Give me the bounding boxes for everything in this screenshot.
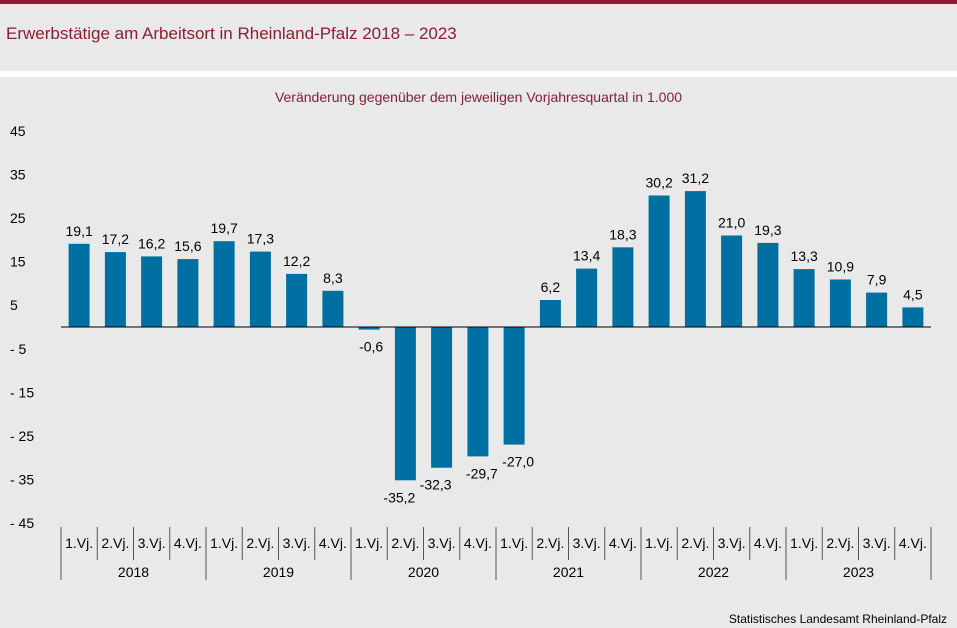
y-tick-label: 35: [10, 167, 26, 183]
x-tick-label: 2.Vj.: [536, 535, 564, 551]
x-group-label: 2018: [118, 564, 149, 580]
data-label: 17,3: [247, 231, 274, 247]
data-label: -0,6: [359, 339, 383, 355]
data-label: 12,2: [283, 253, 310, 269]
x-tick-label: 1.Vj.: [500, 535, 528, 551]
x-tick-label: 4.Vj.: [609, 535, 637, 551]
x-tick-label: 2.Vj.: [681, 535, 709, 551]
chart-subtitle: Veränderung gegenüber dem jeweiligen Vor…: [274, 89, 683, 105]
data-label: -35,2: [383, 489, 415, 505]
x-tick-label: 4.Vj.: [464, 535, 492, 551]
data-label: 6,2: [541, 279, 561, 295]
bar: [431, 327, 453, 468]
bar: [539, 300, 561, 327]
x-tick-label: 3.Vj.: [138, 535, 166, 551]
bar: [829, 279, 851, 327]
page-title: Erwerbstätige am Arbeitsort in Rheinland…: [6, 24, 457, 43]
data-label: 13,4: [573, 248, 600, 264]
bar: [68, 243, 90, 327]
y-tick-label: - 15: [10, 384, 34, 400]
bar: [286, 273, 308, 327]
bar: [104, 252, 126, 327]
bar: [612, 247, 634, 327]
data-label: -32,3: [420, 477, 452, 493]
x-tick-label: 3.Vj.: [863, 535, 891, 551]
data-label: 4,5: [903, 286, 923, 302]
x-group-label: 2019: [263, 564, 294, 580]
data-label: 19,7: [211, 220, 238, 236]
bar: [249, 251, 271, 327]
data-label: 19,1: [66, 223, 93, 239]
x-tick-label: 2.Vj.: [391, 535, 419, 551]
x-tick-label: 2.Vj.: [101, 535, 129, 551]
x-group-label: 2020: [408, 564, 439, 580]
y-tick-label: 25: [10, 210, 26, 226]
bar: [141, 256, 163, 327]
data-label: 7,9: [867, 272, 887, 288]
bar: [503, 327, 525, 445]
x-tick-label: 4.Vj.: [174, 535, 202, 551]
x-tick-label: 4.Vj.: [319, 535, 347, 551]
y-tick-label: 45: [10, 123, 26, 139]
bar: [358, 327, 380, 330]
x-tick-label: 1.Vj.: [645, 535, 673, 551]
data-label: 17,2: [102, 231, 129, 247]
x-group-label: 2023: [843, 564, 874, 580]
x-tick-label: 2.Vj.: [246, 535, 274, 551]
bar: [866, 292, 888, 327]
bar: [467, 327, 489, 457]
x-tick-label: 3.Vj.: [718, 535, 746, 551]
top-accent-bar: [0, 0, 957, 4]
y-tick-label: - 45: [10, 515, 34, 531]
data-label: 13,3: [791, 248, 818, 264]
data-label: 21,0: [718, 215, 745, 231]
y-tick-label: 15: [10, 254, 26, 270]
x-tick-label: 1.Vj.: [65, 535, 93, 551]
data-label: 31,2: [682, 170, 709, 186]
x-tick-label: 3.Vj.: [283, 535, 311, 551]
x-tick-label: 3.Vj.: [428, 535, 456, 551]
x-tick-label: 4.Vj.: [754, 535, 782, 551]
x-tick-label: 1.Vj.: [355, 535, 383, 551]
bar: [177, 259, 199, 327]
bar: [394, 327, 416, 481]
data-label: 19,3: [754, 222, 781, 238]
data-label: 16,2: [138, 235, 165, 251]
bar: [576, 268, 598, 327]
data-label: 8,3: [323, 270, 343, 286]
source-note: Statistisches Landesamt Rheinland-Pfalz: [728, 612, 947, 626]
bar: [902, 307, 924, 327]
data-label: -27,0: [502, 454, 534, 470]
bar: [684, 191, 706, 327]
x-tick-label: 4.Vj.: [899, 535, 927, 551]
header-divider: [0, 71, 957, 77]
x-tick-label: 3.Vj.: [573, 535, 601, 551]
bar: [322, 290, 344, 327]
data-label: 15,6: [174, 238, 201, 254]
data-label: 10,9: [827, 259, 854, 275]
x-group-label: 2022: [698, 564, 729, 580]
x-tick-label: 1.Vj.: [790, 535, 818, 551]
bar: [793, 269, 815, 327]
x-group-label: 2021: [553, 564, 584, 580]
bar: [757, 242, 779, 327]
header: Erwerbstätige am Arbeitsort in Rheinland…: [0, 4, 957, 71]
x-tick-label: 2.Vj.: [826, 535, 854, 551]
data-label: 30,2: [646, 174, 673, 190]
bar: [721, 235, 743, 327]
y-tick-label: - 5: [10, 341, 27, 357]
y-tick-label: 5: [10, 297, 18, 313]
x-tick-label: 1.Vj.: [210, 535, 238, 551]
data-label: -29,7: [466, 465, 498, 481]
data-label: 18,3: [609, 226, 636, 242]
y-tick-label: - 35: [10, 471, 34, 487]
bar: [213, 241, 235, 327]
y-tick-label: - 25: [10, 428, 34, 444]
bar: [648, 195, 670, 327]
